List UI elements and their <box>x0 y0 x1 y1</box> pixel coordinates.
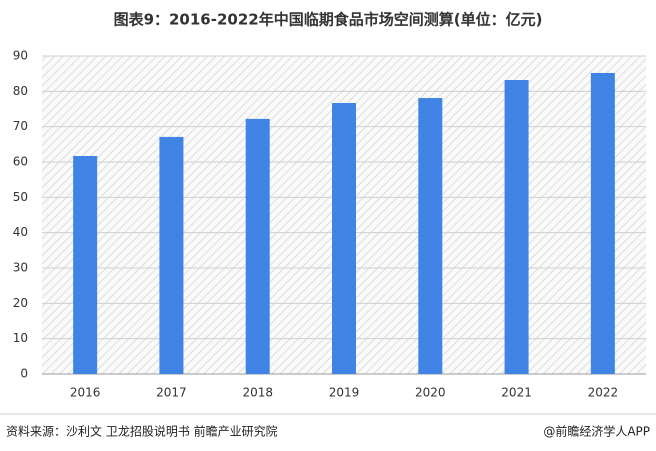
x-tick-label: 2020 <box>415 386 446 400</box>
y-tick-label: 70 <box>13 119 28 133</box>
y-tick-label: 90 <box>13 49 28 63</box>
credit: @前瞻经济学人APP <box>543 424 650 439</box>
bar <box>73 155 98 374</box>
bar <box>332 102 356 374</box>
bar <box>504 80 529 374</box>
y-tick-label: 80 <box>13 84 28 98</box>
y-tick-label: 0 <box>20 367 28 381</box>
x-tick-label: 2018 <box>242 386 273 400</box>
source: 资料来源：沙利文 卫龙招股说明书 前瞻产业研究院 <box>6 424 278 439</box>
bar <box>159 136 184 374</box>
y-tick-label: 30 <box>13 261 28 275</box>
x-tick-label: 2019 <box>329 386 360 400</box>
y-tick-label: 60 <box>13 155 28 169</box>
chart-title: 图表9：2016-2022年中国临期食品市场空间测算(单位：亿元) <box>114 11 543 29</box>
x-tick-label: 2021 <box>501 386 532 400</box>
bar <box>245 118 270 374</box>
bar <box>418 98 443 375</box>
x-tick-label: 2022 <box>588 386 619 400</box>
y-tick-label: 40 <box>13 225 28 239</box>
y-tick-label: 20 <box>13 296 28 310</box>
x-tick-label: 2016 <box>70 386 101 400</box>
x-tick-label: 2017 <box>156 386 187 400</box>
bar <box>590 72 615 375</box>
y-tick-label: 10 <box>13 331 28 345</box>
y-tick-label: 50 <box>13 190 28 204</box>
